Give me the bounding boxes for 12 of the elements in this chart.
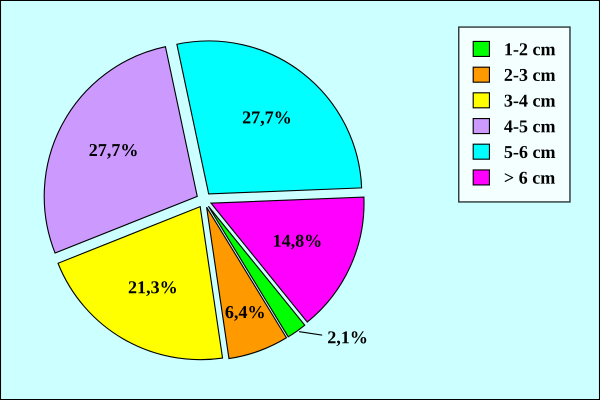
legend-label: 1-2 cm — [505, 43, 556, 56]
legend-label: 4-5 cm — [504, 120, 556, 132]
data-label: 21,3% — [128, 281, 176, 296]
data-label: 27,7% — [90, 144, 137, 159]
data-label: 2,1% — [328, 331, 366, 346]
legend-label: 3-4 cm — [504, 94, 556, 107]
legend-label: 2-3 cm — [504, 68, 556, 82]
legend-label: 5-6 cm — [504, 146, 556, 158]
data-label: 27,7% — [242, 111, 290, 126]
data-label: 14,8% — [274, 234, 321, 250]
data-label: 6,4% — [226, 306, 264, 321]
legend-label: > 6 cm — [504, 172, 555, 184]
